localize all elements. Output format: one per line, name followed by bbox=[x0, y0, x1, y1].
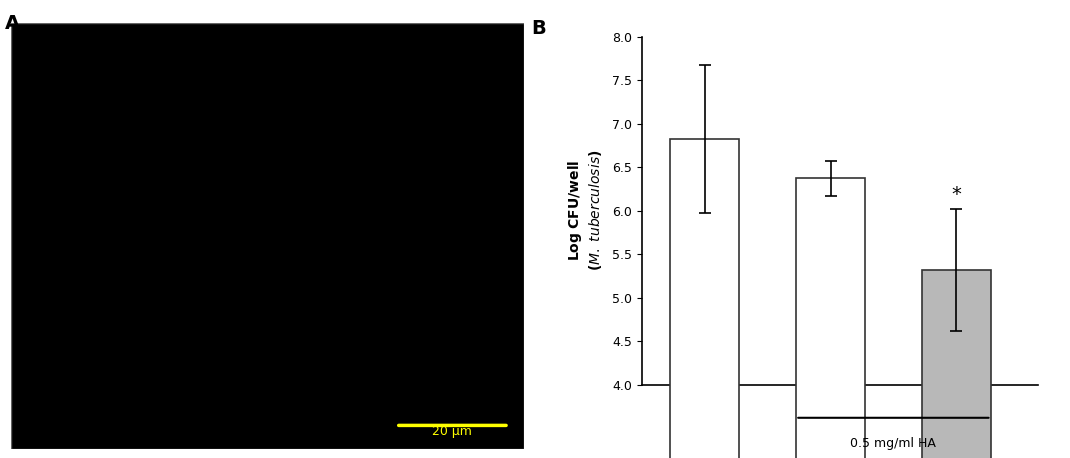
Text: A: A bbox=[5, 14, 20, 33]
Y-axis label: $\mathbf{Log\ CFU/well}$
$\mathbf{(}$$\it{M.\ tuberculosis}$$\mathbf{)}$: $\mathbf{Log\ CFU/well}$ $\mathbf{(}$$\i… bbox=[566, 150, 603, 272]
Text: *: * bbox=[951, 185, 961, 204]
Bar bbox=[796, 179, 865, 458]
Text: B: B bbox=[531, 19, 546, 38]
Text: 0.5 mg/ml HA: 0.5 mg/ml HA bbox=[851, 437, 936, 450]
Bar bbox=[921, 270, 991, 458]
Bar bbox=[670, 139, 739, 458]
Text: 20 μm: 20 μm bbox=[432, 425, 472, 438]
